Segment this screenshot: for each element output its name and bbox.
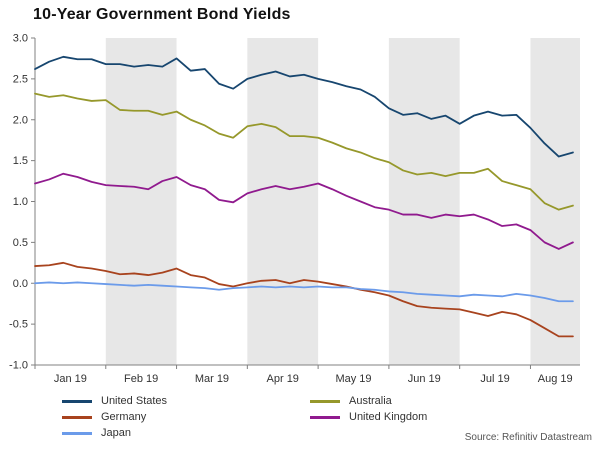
x-tick-label: Aug 19 [538,373,573,385]
y-tick-label: -0.5 [9,319,28,331]
legend-label: Australia [349,395,392,407]
y-tick-label: -1.0 [9,360,28,372]
legend-column-right: Australia United Kingdom [310,393,427,425]
x-tick-label: Jul 19 [480,373,509,385]
legend-swatch [310,415,340,419]
bond-yields-line-chart: 3.0 2.5 2.0 1.5 1.0 0.5 0.0 -0.5 -1.0 Jan 19 Feb 1… [9,33,580,385]
month-band [247,38,319,365]
series-line-united-kingdom [34,172,574,250]
chart-title: 10-Year Government Bond Yields [33,6,291,23]
y-tick-label: 0.0 [13,278,28,290]
source-credit: Source: Refinitiv Datastream [464,432,592,443]
y-tick-label: 2.0 [13,114,28,126]
x-tick-label: Mar 19 [195,373,229,385]
legend-column-left: United States Germany Japan [62,393,167,441]
legend-swatch [62,431,92,435]
x-tick-label: May 19 [335,373,371,385]
x-tick-label: Jun 19 [408,373,441,385]
legend-item-australia: Australia [310,393,427,409]
legend-swatch [310,399,340,403]
legend-swatch [62,399,92,403]
month-band [105,38,177,365]
month-band [388,38,460,365]
legend-label: Japan [101,427,131,439]
y-tick-label: 1.5 [13,155,28,167]
legend-label: Germany [101,411,147,423]
series-line-germany [34,261,574,338]
x-tick-label: Jan 19 [54,373,87,385]
legend-item-united-states: United States [62,393,167,409]
x-tick-label: Feb 19 [124,373,158,385]
series-line-australia [34,92,574,211]
legend-label: United States [101,395,168,407]
legend-swatch [62,415,92,419]
legend-item-germany: Germany [62,409,167,425]
legend-item-united-kingdom: United Kingdom [310,409,427,425]
x-tick-label: Apr 19 [267,373,299,385]
legend-item-japan: Japan [62,425,167,441]
series-line-japan [34,281,574,303]
y-tick-label: 1.0 [13,196,28,208]
chart-legend: United States Germany Japan Australia Unite… [0,393,600,443]
series-line-united-states [34,55,574,158]
y-tick-label: 3.0 [13,33,28,45]
y-tick-label: 0.5 [13,237,28,249]
legend-label: United Kingdom [349,411,428,423]
month-band [530,38,580,365]
y-tick-label: 2.5 [13,73,28,85]
